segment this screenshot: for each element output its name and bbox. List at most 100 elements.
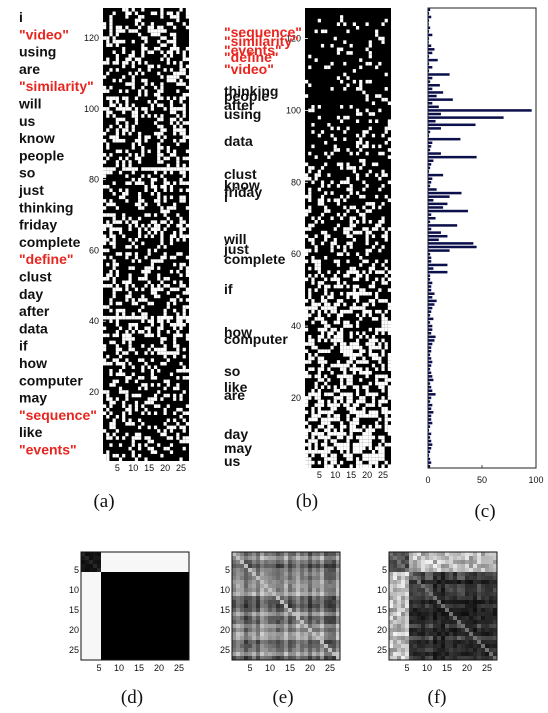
matrix-cell [362, 349, 366, 353]
matrix-cell [93, 648, 98, 653]
matrix-cell [362, 90, 366, 95]
matrix-cell [240, 556, 245, 561]
matrix-cell [346, 320, 350, 325]
matrix-cell [493, 584, 498, 589]
matrix-cell [387, 360, 391, 364]
matrix-cell [343, 370, 347, 375]
matrix-cell [248, 552, 253, 557]
matrix-cell [336, 259, 341, 264]
matrix-cell [371, 457, 376, 461]
matrix-cell [121, 572, 126, 577]
matrix-cell [305, 306, 309, 310]
matrix-cell [328, 636, 333, 641]
matrix-cell [489, 564, 494, 569]
matrix-cell [378, 345, 382, 350]
matrix-cell [115, 301, 119, 306]
matrix-cell [280, 568, 285, 573]
word-label: if [224, 281, 233, 297]
matrix-cell [173, 337, 177, 341]
matrix-cell [128, 181, 132, 185]
matrix-cell [137, 576, 142, 581]
matrix-cell [117, 588, 122, 593]
matrix-cell [368, 284, 372, 289]
matrix-cell [137, 572, 142, 577]
matrix-cell [134, 436, 139, 440]
matrix-cell [300, 640, 305, 645]
bar [428, 421, 433, 425]
matrix-cell [413, 604, 418, 609]
matrix-cell [409, 612, 414, 617]
matrix-cell [296, 604, 301, 609]
matrix-cell [381, 374, 385, 379]
matrix-cell [352, 270, 356, 274]
matrix-cell [413, 576, 418, 581]
matrix-cell [134, 400, 139, 405]
matrix-cell [160, 153, 164, 157]
matrix-cell [182, 354, 186, 359]
matrix-cell [437, 636, 442, 641]
matrix-cell [173, 354, 177, 359]
matrix-cell [365, 291, 369, 296]
matrix-cell [169, 170, 174, 175]
matrix-cell [256, 564, 261, 569]
matrix-cell [473, 624, 478, 629]
matrix-cell [112, 103, 116, 108]
bar [428, 278, 431, 281]
matrix-cell [352, 216, 356, 221]
matrix-cell [153, 411, 158, 415]
matrix-cell [97, 568, 102, 573]
matrix-cell [349, 374, 353, 379]
matrix-cell [169, 11, 174, 16]
matrix-cell [125, 174, 129, 178]
matrix-cell [157, 580, 162, 585]
matrix-cell [336, 184, 341, 188]
matrix-cell [122, 96, 126, 101]
matrix-cell [425, 640, 430, 645]
matrix-cell [240, 644, 245, 649]
matrix-cell [359, 464, 363, 468]
matrix-cell [336, 620, 341, 625]
matrix-cell [381, 327, 385, 332]
matrix-cell [232, 584, 237, 589]
matrix-cell [157, 46, 161, 51]
matrix-cell [375, 94, 379, 98]
matrix-cell [355, 435, 360, 440]
matrix-cell [185, 167, 189, 171]
matrix-cell [145, 568, 150, 573]
matrix-cell [336, 396, 341, 400]
matrix-cell [317, 399, 321, 404]
matrix-cell [109, 202, 113, 207]
matrix-cell [112, 294, 116, 299]
matrix-cell [384, 266, 388, 271]
matrix-cell [405, 584, 410, 589]
matrix-cell [368, 220, 372, 224]
matrix-cell [256, 632, 261, 637]
matrix-cell [181, 608, 186, 613]
matrix-cell [473, 600, 478, 605]
matrix-cell [311, 417, 315, 422]
matrix-cell [160, 114, 164, 118]
matrix-cell [181, 648, 186, 653]
matrix-cell [157, 167, 161, 171]
matrix-cell [93, 560, 98, 565]
matrix-cell [103, 174, 107, 178]
matrix-cell [85, 640, 90, 645]
matrix-cell [252, 648, 257, 653]
matrix-cell [182, 181, 186, 185]
matrix-cell [417, 572, 422, 577]
matrix-cell [375, 392, 379, 397]
matrix-cell [144, 273, 148, 277]
matrix-cell [169, 576, 174, 581]
matrix-cell [359, 435, 363, 440]
matrix-cell [125, 393, 129, 398]
matrix-cell [125, 61, 129, 65]
matrix-cell [314, 176, 318, 181]
matrix-cell [381, 381, 385, 386]
matrix-cell [340, 180, 344, 185]
matrix-cell [145, 600, 150, 605]
matrix-cell [493, 560, 498, 565]
bar [428, 101, 433, 105]
matrix-cell [417, 648, 422, 653]
matrix-cell [330, 87, 334, 91]
matrix-cell [121, 552, 126, 557]
